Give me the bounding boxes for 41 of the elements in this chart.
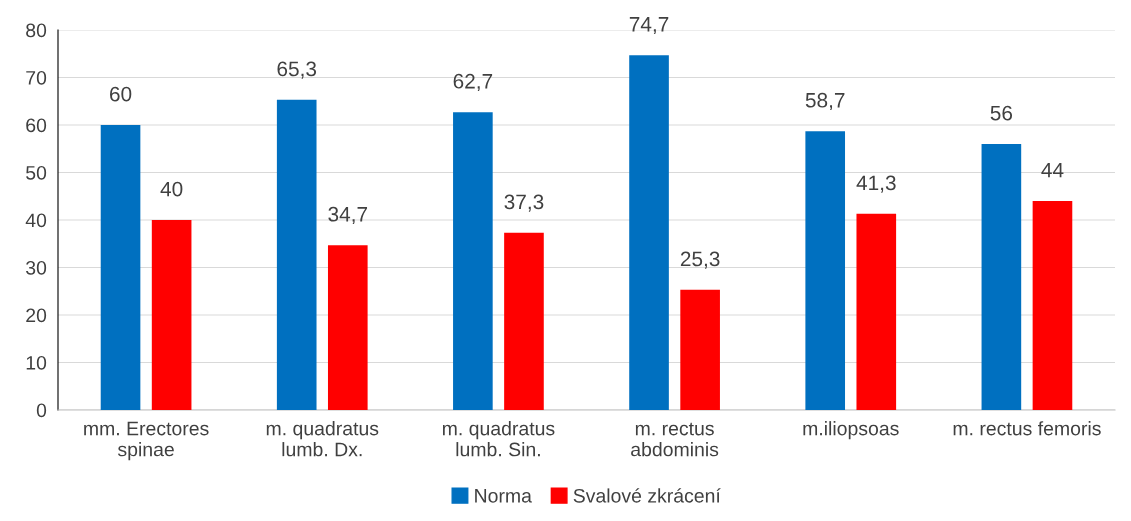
data-label: 60 (110, 86, 132, 102)
data-label: 34,7 (328, 206, 368, 225)
data-label: 58,7 (805, 92, 845, 111)
bar (504, 232, 544, 410)
y-tick-label: 10 (26, 355, 47, 370)
data-label: 44 (1041, 162, 1064, 178)
legend-label: Svalové zkrácení (573, 488, 721, 503)
bar (981, 144, 1022, 410)
x-tick-label: m. rectus abdominis (631, 422, 719, 457)
x-tick-label: m. quadratus lumb. Dx. (266, 421, 379, 457)
bar (453, 112, 493, 410)
data-label: 56 (990, 105, 1013, 121)
data-label: 41,3 (856, 175, 896, 193)
y-tick-label: 40 (25, 213, 47, 228)
y-tick-label: 0 (36, 403, 47, 418)
x-tick-label: mm. Erectores spinae (84, 421, 209, 461)
y-tick-label: 60 (26, 118, 47, 133)
data-label: 62,7 (453, 73, 493, 92)
y-tick-label: 50 (26, 165, 47, 180)
bar (327, 245, 368, 410)
data-label: 25,3 (680, 251, 720, 269)
data-label: 65,3 (277, 61, 317, 79)
bar (856, 213, 897, 410)
bar (100, 125, 141, 410)
bar (629, 55, 669, 410)
legend-label: Norma (475, 489, 532, 503)
data-label: 37,3 (504, 194, 544, 212)
data-label: 40 (160, 181, 183, 197)
y-tick-label: 70 (26, 70, 47, 85)
bar (805, 131, 846, 410)
y-tick-label: 80 (26, 23, 47, 38)
bar (1032, 201, 1073, 410)
y-tick-label: 30 (26, 260, 47, 275)
bar (680, 289, 720, 410)
x-tick-label: m. rectus femoris (953, 421, 1101, 436)
x-tick-label: m. quadratus lumb. Sin. (442, 421, 555, 457)
data-label: 74,7 (629, 17, 669, 35)
x-tick-label: m.iliopsoas (803, 421, 899, 440)
y-tick-label: 20 (26, 308, 47, 323)
bar (276, 99, 317, 410)
bar (151, 220, 192, 410)
